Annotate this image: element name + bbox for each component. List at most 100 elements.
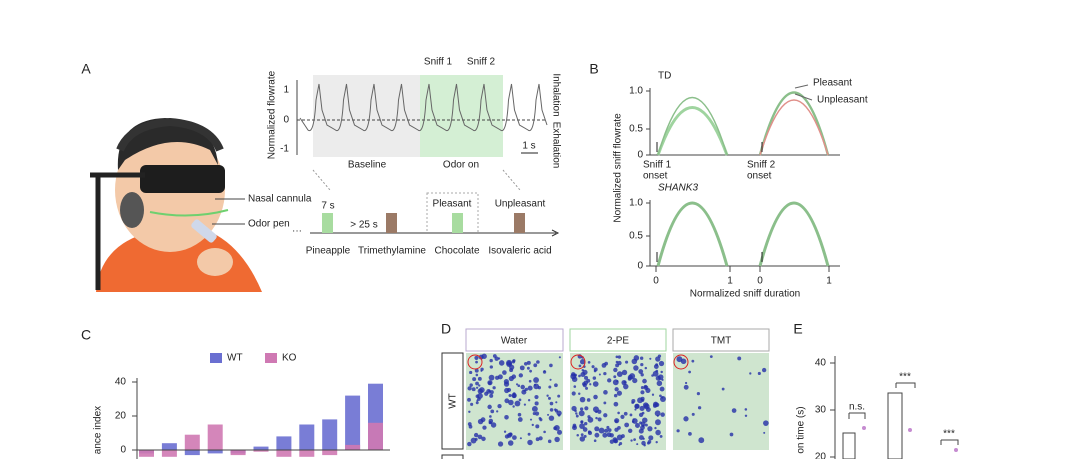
cell bbox=[467, 386, 472, 391]
cell bbox=[518, 398, 522, 402]
cell bbox=[531, 406, 538, 412]
cell bbox=[737, 356, 742, 361]
cell bbox=[609, 433, 614, 438]
label: ance index bbox=[93, 406, 104, 454]
cell bbox=[514, 400, 521, 407]
cell bbox=[607, 378, 612, 383]
cell bbox=[534, 401, 539, 406]
label: Baseline bbox=[348, 160, 387, 171]
cell bbox=[508, 394, 512, 398]
cell bbox=[603, 401, 607, 405]
cell bbox=[480, 367, 484, 371]
box-plot bbox=[830, 356, 959, 459]
cell bbox=[744, 414, 748, 418]
tick-label: 0.5 bbox=[629, 124, 643, 135]
cell bbox=[598, 373, 601, 376]
cell bbox=[512, 435, 517, 440]
tick-label: 30 bbox=[815, 405, 827, 416]
cell bbox=[620, 414, 625, 419]
cell bbox=[676, 429, 680, 433]
legend-swatch bbox=[265, 353, 277, 363]
cell bbox=[488, 418, 494, 424]
label: Normalized sniff flowrate bbox=[613, 113, 624, 223]
cell bbox=[624, 422, 630, 428]
cell bbox=[535, 424, 540, 429]
cell bbox=[475, 386, 479, 389]
label: *** bbox=[943, 429, 955, 440]
cell bbox=[496, 410, 499, 413]
cell bbox=[504, 398, 510, 404]
cell bbox=[729, 432, 734, 437]
cell bbox=[649, 357, 652, 360]
cell bbox=[642, 378, 647, 384]
cell bbox=[526, 360, 531, 365]
cell bbox=[607, 428, 612, 432]
bar bbox=[345, 444, 361, 450]
cell bbox=[517, 417, 523, 422]
cell bbox=[642, 437, 645, 440]
cell bbox=[523, 403, 527, 406]
cell bbox=[554, 408, 557, 411]
cell bbox=[623, 411, 628, 416]
cell bbox=[691, 359, 695, 363]
label: Unpleasant bbox=[495, 199, 546, 210]
cell bbox=[655, 441, 658, 444]
label: onset bbox=[747, 171, 772, 182]
cell bbox=[587, 430, 593, 436]
cell bbox=[529, 418, 533, 421]
trace-plot bbox=[296, 75, 560, 237]
label: Water bbox=[501, 336, 528, 347]
cell bbox=[584, 421, 588, 426]
cell bbox=[548, 385, 552, 389]
cell bbox=[721, 387, 725, 391]
cell bbox=[683, 384, 689, 390]
cell bbox=[554, 425, 560, 431]
cell bbox=[579, 407, 584, 411]
cell bbox=[604, 361, 609, 366]
cell bbox=[615, 360, 619, 364]
cell bbox=[604, 428, 609, 433]
cell bbox=[615, 355, 619, 359]
cell bbox=[602, 432, 608, 438]
label: C bbox=[81, 327, 91, 343]
label: Odor pen bbox=[248, 219, 290, 230]
cell bbox=[638, 369, 644, 374]
cell bbox=[613, 393, 618, 398]
cell bbox=[533, 377, 540, 383]
cell bbox=[660, 370, 663, 374]
cell bbox=[644, 366, 648, 370]
cell bbox=[643, 385, 649, 391]
cell bbox=[474, 355, 479, 360]
tick-label: 0.5 bbox=[629, 231, 643, 242]
cell bbox=[475, 373, 479, 377]
cell bbox=[475, 381, 479, 386]
cell bbox=[536, 360, 540, 364]
cell bbox=[617, 411, 620, 415]
cell bbox=[549, 401, 554, 406]
cell bbox=[478, 384, 481, 387]
cell bbox=[508, 376, 514, 382]
cell bbox=[593, 394, 598, 400]
cell bbox=[477, 376, 482, 381]
cell bbox=[547, 439, 552, 444]
cell bbox=[655, 402, 660, 408]
cell bbox=[509, 368, 514, 373]
cell bbox=[613, 439, 618, 444]
cell bbox=[515, 383, 519, 386]
cell bbox=[509, 432, 513, 436]
label: Sniff 2 bbox=[747, 160, 776, 171]
cell bbox=[731, 408, 737, 413]
cell bbox=[661, 396, 664, 399]
image-grid bbox=[441, 328, 770, 459]
tick-label: 40 bbox=[815, 358, 827, 369]
label: onset bbox=[643, 171, 668, 182]
bar bbox=[207, 450, 223, 454]
cell bbox=[623, 380, 627, 384]
cell bbox=[614, 427, 619, 432]
cell bbox=[524, 387, 528, 391]
cell bbox=[490, 409, 495, 414]
cell bbox=[634, 404, 640, 409]
cell bbox=[468, 424, 473, 429]
bar bbox=[253, 450, 269, 452]
cell bbox=[578, 364, 582, 368]
